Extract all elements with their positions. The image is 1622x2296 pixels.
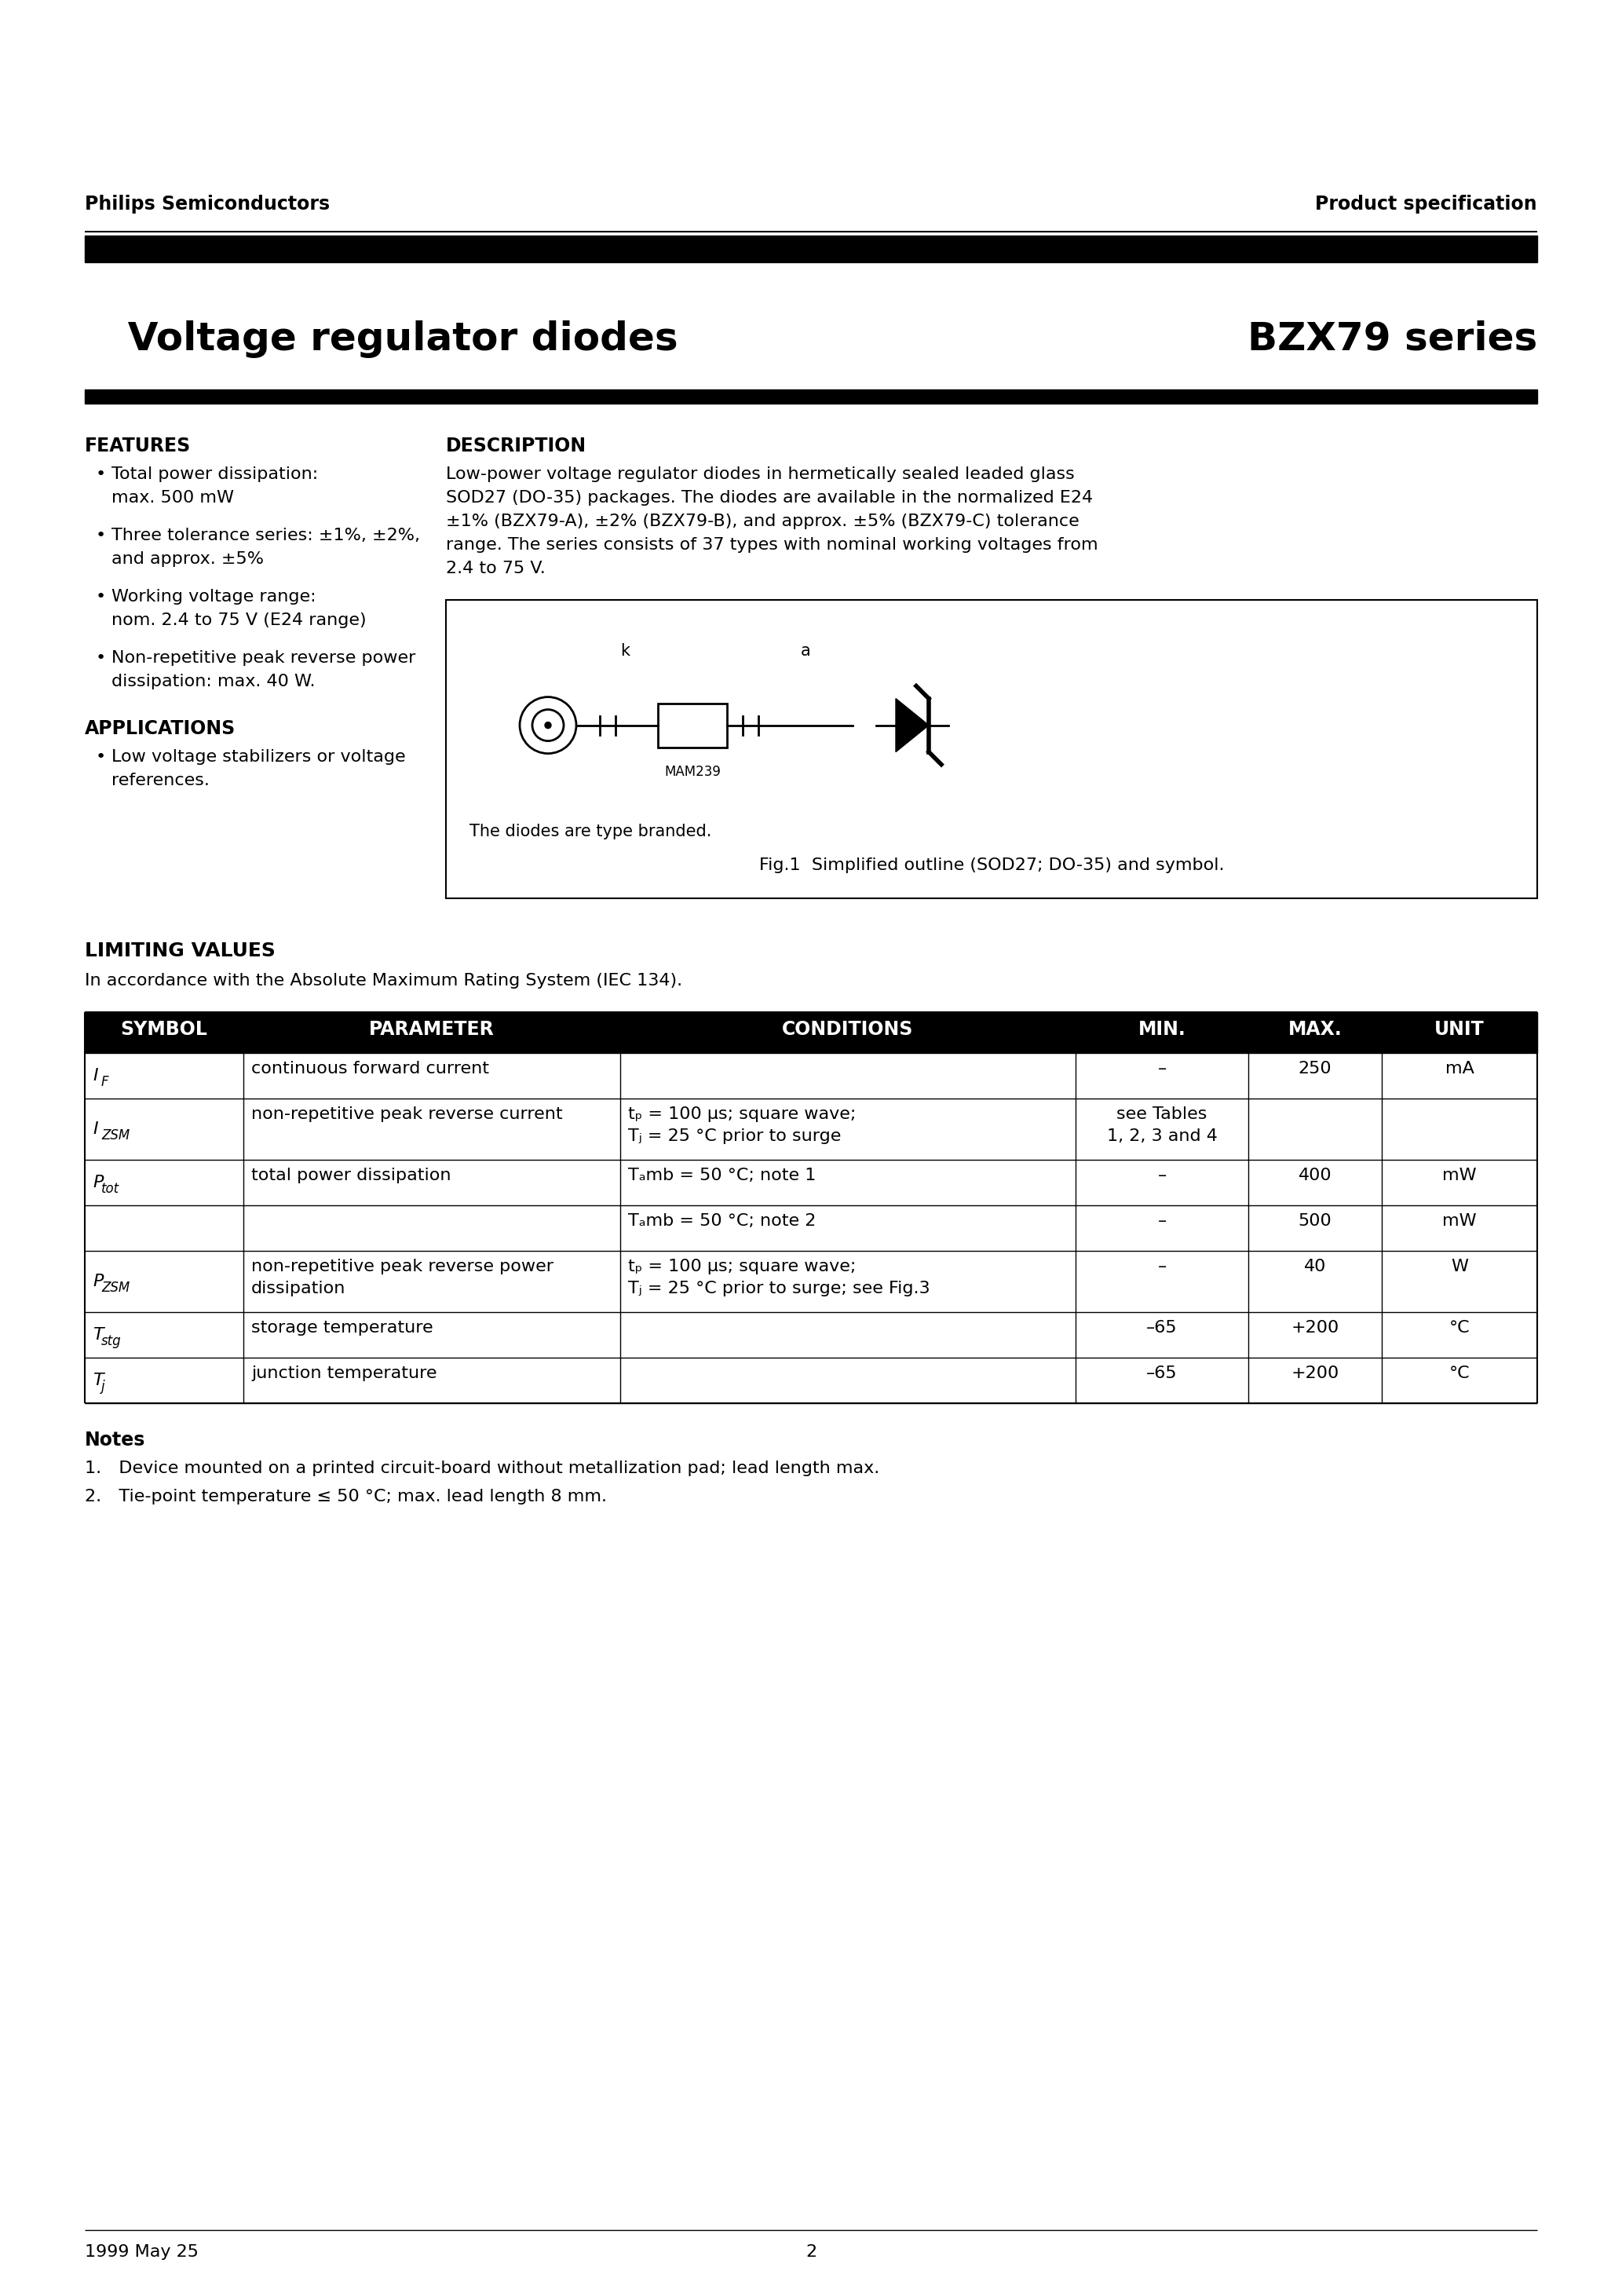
Text: BZX79 series: BZX79 series — [1247, 321, 1538, 358]
Text: 2: 2 — [806, 2243, 816, 2259]
Text: –: – — [1158, 1212, 1166, 1228]
Text: and approx. ±5%: and approx. ±5% — [112, 551, 264, 567]
Circle shape — [545, 723, 551, 728]
Text: CONDITIONS: CONDITIONS — [782, 1019, 913, 1038]
Polygon shape — [895, 698, 929, 751]
Bar — [84, 236, 1538, 262]
Text: 2.4 to 75 V.: 2.4 to 75 V. — [446, 560, 545, 576]
Text: max. 500 mW: max. 500 mW — [112, 489, 234, 505]
Text: 400: 400 — [1298, 1169, 1332, 1182]
Text: Fig.1  Simplified outline (SOD27; DO-35) and symbol.: Fig.1 Simplified outline (SOD27; DO-35) … — [759, 856, 1225, 872]
Text: T: T — [92, 1327, 104, 1343]
Text: junction temperature: junction temperature — [251, 1366, 436, 1382]
Text: •: • — [96, 588, 105, 604]
Text: UNIT: UNIT — [1434, 1019, 1484, 1038]
Text: ZSM: ZSM — [101, 1281, 130, 1295]
Text: Tⱼ = 25 °C prior to surge; see Fig.3: Tⱼ = 25 °C prior to surge; see Fig.3 — [628, 1281, 929, 1297]
Text: non-repetitive peak reverse current: non-repetitive peak reverse current — [251, 1107, 563, 1123]
Text: dissipation: max. 40 W.: dissipation: max. 40 W. — [112, 673, 315, 689]
Text: Voltage regulator diodes: Voltage regulator diodes — [101, 321, 678, 358]
Text: references.: references. — [112, 774, 209, 788]
Text: dissipation: dissipation — [251, 1281, 345, 1297]
Bar — [84, 390, 1538, 404]
Text: Total power dissipation:: Total power dissipation: — [112, 466, 318, 482]
Text: T: T — [92, 1373, 104, 1389]
Text: The diodes are type branded.: The diodes are type branded. — [469, 824, 712, 840]
Text: 1.  Device mounted on a printed circuit-board without metallization pad; lead le: 1. Device mounted on a printed circuit-b… — [84, 1460, 879, 1476]
Bar — [659, 703, 727, 746]
Text: Product specification: Product specification — [1315, 195, 1538, 214]
Text: –: – — [1158, 1169, 1166, 1182]
Text: •: • — [96, 466, 105, 482]
Text: P: P — [92, 1274, 104, 1290]
Text: a: a — [801, 643, 811, 659]
Text: continuous forward current: continuous forward current — [251, 1061, 490, 1077]
Text: –65: –65 — [1147, 1366, 1178, 1382]
Text: Three tolerance series: ±1%, ±2%,: Three tolerance series: ±1%, ±2%, — [112, 528, 420, 544]
Text: 1, 2, 3 and 4: 1, 2, 3 and 4 — [1106, 1127, 1216, 1143]
Text: I: I — [92, 1120, 97, 1137]
Text: 2.  Tie-point temperature ≤ 50 °C; max. lead length 8 mm.: 2. Tie-point temperature ≤ 50 °C; max. l… — [84, 1488, 607, 1504]
Text: tₚ = 100 μs; square wave;: tₚ = 100 μs; square wave; — [628, 1258, 856, 1274]
Text: 1999 May 25: 1999 May 25 — [84, 2243, 198, 2259]
Text: k: k — [620, 643, 629, 659]
Text: Working voltage range:: Working voltage range: — [112, 588, 316, 604]
Text: LIMITING VALUES: LIMITING VALUES — [84, 941, 276, 960]
Text: 500: 500 — [1298, 1212, 1332, 1228]
Text: SOD27 (DO-35) packages. The diodes are available in the normalized E24: SOD27 (DO-35) packages. The diodes are a… — [446, 489, 1093, 505]
Text: Non-repetitive peak reverse power: Non-repetitive peak reverse power — [112, 650, 415, 666]
Text: mW: mW — [1442, 1212, 1476, 1228]
Text: –: – — [1158, 1258, 1166, 1274]
Text: MAM239: MAM239 — [665, 765, 720, 778]
Text: Philips Semiconductors: Philips Semiconductors — [84, 195, 329, 214]
Text: MAX.: MAX. — [1288, 1019, 1341, 1038]
Text: W: W — [1450, 1258, 1468, 1274]
Text: j: j — [101, 1380, 105, 1394]
Text: non-repetitive peak reverse power: non-repetitive peak reverse power — [251, 1258, 553, 1274]
Text: PARAMETER: PARAMETER — [370, 1019, 495, 1038]
Text: DESCRIPTION: DESCRIPTION — [446, 436, 587, 455]
Text: mW: mW — [1442, 1169, 1476, 1182]
Text: FEATURES: FEATURES — [84, 436, 191, 455]
Text: •: • — [96, 748, 105, 765]
Text: 250: 250 — [1298, 1061, 1332, 1077]
Text: ±1% (BZX79-A), ±2% (BZX79-B), and approx. ±5% (BZX79-C) tolerance: ±1% (BZX79-A), ±2% (BZX79-B), and approx… — [446, 514, 1079, 530]
Text: nom. 2.4 to 75 V (E24 range): nom. 2.4 to 75 V (E24 range) — [112, 613, 367, 629]
Text: +200: +200 — [1291, 1366, 1340, 1382]
Text: ZSM: ZSM — [101, 1127, 130, 1143]
Text: total power dissipation: total power dissipation — [251, 1169, 451, 1182]
Bar — [84, 1013, 1538, 1054]
Text: P: P — [92, 1176, 104, 1189]
Text: +200: +200 — [1291, 1320, 1340, 1336]
Bar — [446, 599, 1538, 898]
Text: see Tables: see Tables — [1116, 1107, 1207, 1123]
Text: mA: mA — [1445, 1061, 1474, 1077]
Text: F: F — [101, 1075, 109, 1088]
Text: range. The series consists of 37 types with nominal working voltages from: range. The series consists of 37 types w… — [446, 537, 1098, 553]
Text: In accordance with the Absolute Maximum Rating System (IEC 134).: In accordance with the Absolute Maximum … — [84, 974, 683, 990]
Text: °C: °C — [1448, 1320, 1470, 1336]
Text: tₚ = 100 μs; square wave;: tₚ = 100 μs; square wave; — [628, 1107, 856, 1123]
Text: Tₐmb = 50 °C; note 2: Tₐmb = 50 °C; note 2 — [628, 1212, 816, 1228]
Text: 40: 40 — [1304, 1258, 1327, 1274]
Text: •: • — [96, 528, 105, 544]
Text: •: • — [96, 650, 105, 666]
Text: I: I — [92, 1068, 97, 1084]
Text: SYMBOL: SYMBOL — [120, 1019, 208, 1038]
Text: Low voltage stabilizers or voltage: Low voltage stabilizers or voltage — [112, 748, 406, 765]
Text: Tₐmb = 50 °C; note 1: Tₐmb = 50 °C; note 1 — [628, 1169, 816, 1182]
Text: tot: tot — [101, 1182, 120, 1196]
Text: APPLICATIONS: APPLICATIONS — [84, 719, 235, 737]
Text: stg: stg — [101, 1334, 122, 1348]
Text: –: – — [1158, 1061, 1166, 1077]
Text: storage temperature: storage temperature — [251, 1320, 433, 1336]
Text: °C: °C — [1448, 1366, 1470, 1382]
Text: Tⱼ = 25 °C prior to surge: Tⱼ = 25 °C prior to surge — [628, 1127, 842, 1143]
Text: Low-power voltage regulator diodes in hermetically sealed leaded glass: Low-power voltage regulator diodes in he… — [446, 466, 1075, 482]
Text: –65: –65 — [1147, 1320, 1178, 1336]
Text: Notes: Notes — [84, 1430, 146, 1449]
Text: MIN.: MIN. — [1139, 1019, 1186, 1038]
